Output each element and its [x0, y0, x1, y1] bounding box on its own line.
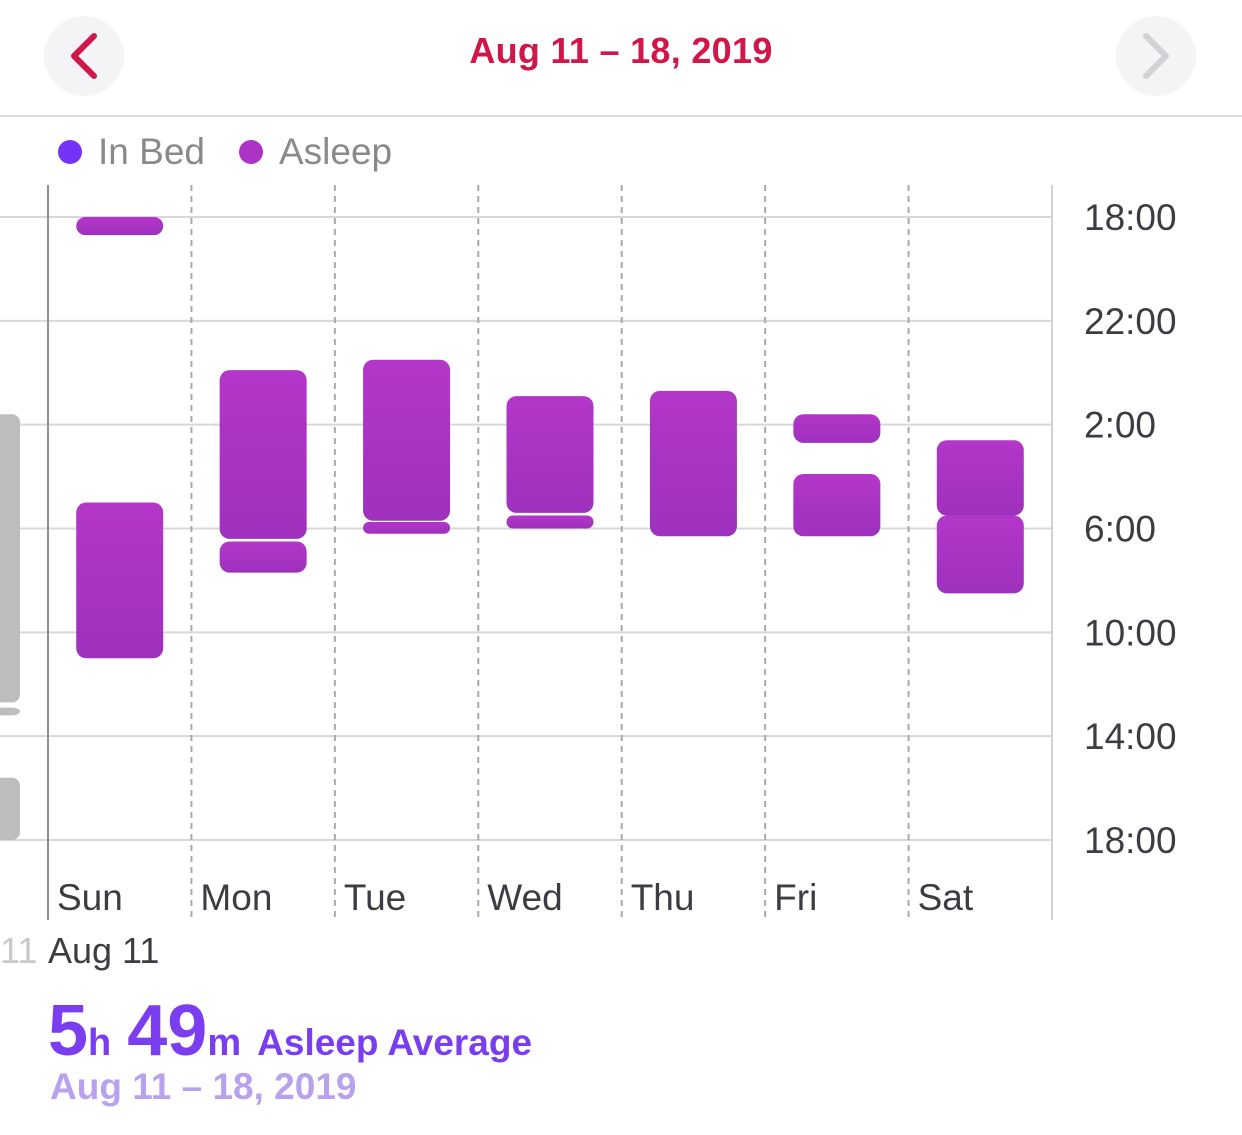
day-label-tue[interactable]: Tue [344, 877, 406, 918]
average-hours: 5 [48, 991, 89, 1071]
chevron-left-icon [71, 33, 97, 79]
asleep-bar-fri[interactable] [793, 473, 881, 537]
previous-week-bar [0, 707, 20, 716]
asleep-bar-sun[interactable] [76, 502, 164, 659]
header-divider [0, 115, 1242, 117]
day-label-mon[interactable]: Mon [200, 877, 272, 918]
asleep-bar-thu[interactable] [649, 390, 737, 537]
asleep-bar-sat[interactable] [936, 440, 1024, 516]
previous-week-bar [0, 777, 20, 840]
selected-date: Aug 11 [48, 930, 160, 971]
asleep-average: 5h 49m Asleep Average [48, 990, 532, 1072]
y-tick-label: 10:00 [1084, 612, 1177, 653]
asleep-bar-sat[interactable] [936, 515, 1024, 594]
sleep-chart[interactable]: 18:00 22:00 2:00 6:00 10:00 14:00 18:00 Sun Mon T… [0, 180, 1242, 925]
legend-item-asleep: Asleep [238, 131, 393, 173]
legend-item-in-bed: In Bed [58, 131, 205, 173]
next-week-button[interactable] [1116, 16, 1196, 96]
y-tick-label: 22:00 [1084, 301, 1177, 342]
minutes-unit: m [207, 1022, 242, 1064]
asleep-bar-wed[interactable] [506, 515, 594, 529]
asleep-bar-mon[interactable] [219, 370, 307, 539]
asleep-bar-tue[interactable] [363, 359, 451, 521]
previous-day-label: 11 [0, 930, 38, 971]
previous-week-bar [0, 414, 20, 703]
y-tick-label: 18:00 [1084, 820, 1177, 861]
day-label-thu[interactable]: Thu [631, 877, 695, 918]
average-label: Asleep Average [257, 1022, 533, 1063]
legend-dot-asleep [238, 140, 263, 164]
y-tick-label: 14:00 [1084, 716, 1177, 757]
average-minutes: 49 [127, 991, 208, 1071]
asleep-bar-sun[interactable] [76, 217, 164, 236]
hours-unit: h [88, 1022, 112, 1064]
legend-dot-in-bed [58, 140, 82, 164]
y-tick-label: 2:00 [1084, 405, 1156, 446]
date-range-title: Aug 11 – 18, 2019 [469, 30, 773, 71]
summary-date-range: Aug 11 – 18, 2019 [50, 1066, 357, 1107]
chart-legend: In Bed Asleep [58, 130, 426, 174]
legend-label-asleep: Asleep [278, 131, 393, 172]
day-label-wed[interactable]: Wed [487, 877, 562, 918]
asleep-bar-mon[interactable] [219, 541, 307, 573]
previous-week-button[interactable] [44, 16, 124, 96]
day-label-fri[interactable]: Fri [774, 877, 817, 918]
day-label-sat[interactable]: Sat [918, 877, 974, 918]
y-tick-label: 18:00 [1084, 197, 1177, 238]
asleep-bar-fri[interactable] [793, 414, 881, 443]
chevron-right-icon [1143, 33, 1169, 79]
y-tick-label: 6:00 [1084, 509, 1156, 550]
day-label-sun[interactable]: Sun [57, 877, 123, 918]
asleep-bar-tue[interactable] [363, 522, 451, 534]
legend-label-in-bed: In Bed [98, 131, 205, 172]
asleep-bar-wed[interactable] [506, 396, 594, 513]
